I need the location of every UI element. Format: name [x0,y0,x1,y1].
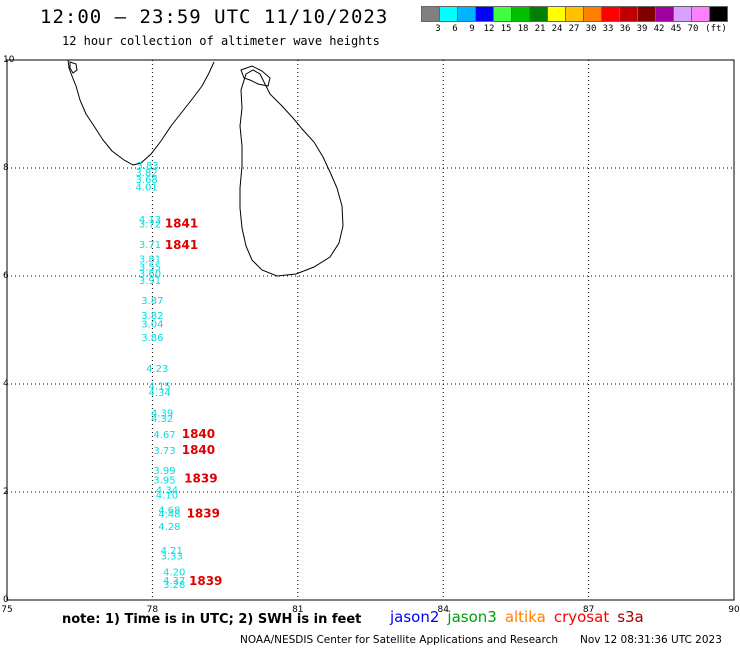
swh-value: 3.04 [141,319,163,330]
y-tick-label: 4 [3,379,9,389]
satellite-name: s3a [617,608,644,626]
swh-value: 4.67 [153,430,175,441]
satellite-legend: jason2 jason3 altika cryosat s3a [390,608,652,626]
swh-value: 3.83 [136,161,158,172]
pass-time-label: 1841 [165,216,198,230]
swh-value: 4.01 [135,183,157,194]
x-tick-label: 78 [147,605,159,615]
india-coastline [67,59,215,166]
coastline-layer [67,59,344,277]
swh-value: 3.73 [153,446,175,457]
swh-value: 3.60 [139,269,161,280]
legend-label: 18 [517,24,529,34]
swh-value: 4.23 [146,364,168,375]
pass-time-label: 1841 [165,238,198,252]
satellite-name: jason2 [390,608,440,626]
swh-value: 4.13 [139,215,161,226]
legend-label: 30 [585,24,597,34]
legend-labels: 3 6 9 12 15 18 21 24 27 30 33 36 39 42 45 70 (ft) [421,22,727,36]
jaffna-outline [240,65,271,87]
credit-text: NOAA/NESDIS Center for Satellite Applica… [240,634,558,646]
swh-value: 3.72 [139,219,161,230]
x-tick-label: 90 [728,605,740,615]
x-tick-label: 84 [437,605,449,615]
swh-value: 3.71 [139,240,161,251]
swh-value: 3.55 [139,263,161,274]
swh-value: 4.37 [163,576,185,587]
map-grid [7,60,734,600]
swh-value: 4.68 [158,506,180,517]
pass-time-label: 1839 [189,574,222,588]
satellite-name: altika [504,608,546,626]
y-tick-label: 2 [3,487,9,497]
x-tick-label: 81 [292,605,303,615]
time-labels: 1841 1841 1840 1840 1839 1839 1839 [165,216,223,587]
timestamp-text: Nov 12 08:31:36 UTC 2023 [580,634,722,646]
swh-value: 4.48 [158,509,180,520]
legend-label: 3 [435,24,441,34]
satellite-name: jason3 [447,608,497,626]
pass-time-label: 1839 [184,471,217,485]
y-tick-label: 6 [3,271,9,281]
color-legend: 3 6 9 12 15 18 21 24 27 30 33 36 39 42 45 70 (ft) [421,6,728,36]
y-tick-label: 10 [3,55,15,65]
swh-value: 3.87 [141,296,163,307]
legend-label: 12 [483,24,495,34]
swh-value: 4.39 [151,408,173,419]
swh-value: 3.81 [139,255,161,266]
axis-tick-labels: 75 78 81 84 87 90 0 2 4 6 8 10 [1,55,740,615]
legend-swatch [709,6,728,22]
swh-value: 3.33 [161,552,183,563]
legend-label: 21 [534,24,546,34]
legend-label: 36 [619,24,631,34]
legend-label: 15 [500,24,512,34]
legend-label: 6 [452,24,458,34]
satellite-name: cryosat [553,608,610,626]
legend-label: 42 [653,24,665,34]
legend-label: 9 [469,24,475,34]
legend-label: 39 [636,24,648,34]
y-tick-label: 0 [3,595,9,605]
footer-note: note: 1) Time is in UTC; 2) SWH is in fe… [62,612,362,627]
swh-value: 4.20 [163,568,185,579]
swh-value: 4.34 [156,486,178,497]
swh-value: 4.10 [156,490,178,501]
pass-time-label: 1839 [187,506,220,520]
swh-value: 3.82 [141,311,163,322]
swh-value: 4.28 [158,522,180,533]
page-title: 12:00 – 23:59 UTC 11/10/2023 [40,6,389,28]
pass-time-label: 1840 [182,443,215,457]
x-tick-label: 75 [1,605,12,615]
swh-value: 3.28 [163,580,185,591]
legend-label: 70 [687,24,699,34]
legend-label: 33 [602,24,614,34]
y-tick-label: 8 [3,163,9,173]
swh-value: 4.34 [149,388,171,399]
swh-value: 3.86 [141,333,163,344]
swh-value: 4.15 [149,381,171,392]
swh-value: 4.32 [151,414,173,425]
swh-value: 3.91 [139,276,161,287]
sri-lanka-coastline [239,69,344,277]
swh-value: 4.21 [161,546,183,557]
legend-label: 24 [551,24,563,34]
swh-value: 3.68 [135,175,157,186]
legend-label: 45 [670,24,682,34]
page-subtitle: 12 hour collection of altimeter wave hei… [62,34,380,48]
pass-time-label: 1840 [182,427,215,441]
map-frame [6,59,735,601]
x-tick-label: 87 [583,605,594,615]
swh-value: 3.82 [135,168,157,179]
swh-observations: 3.833.823.684.014.133.723.713.813.553.60… [135,161,185,591]
legend-swatches [421,6,728,22]
swh-value: 3.95 [153,475,175,486]
legend-label: 27 [568,24,580,34]
island-outline-small [69,61,78,74]
legend-unit: (ft) [705,24,727,34]
swh-value: 3.99 [153,466,175,477]
